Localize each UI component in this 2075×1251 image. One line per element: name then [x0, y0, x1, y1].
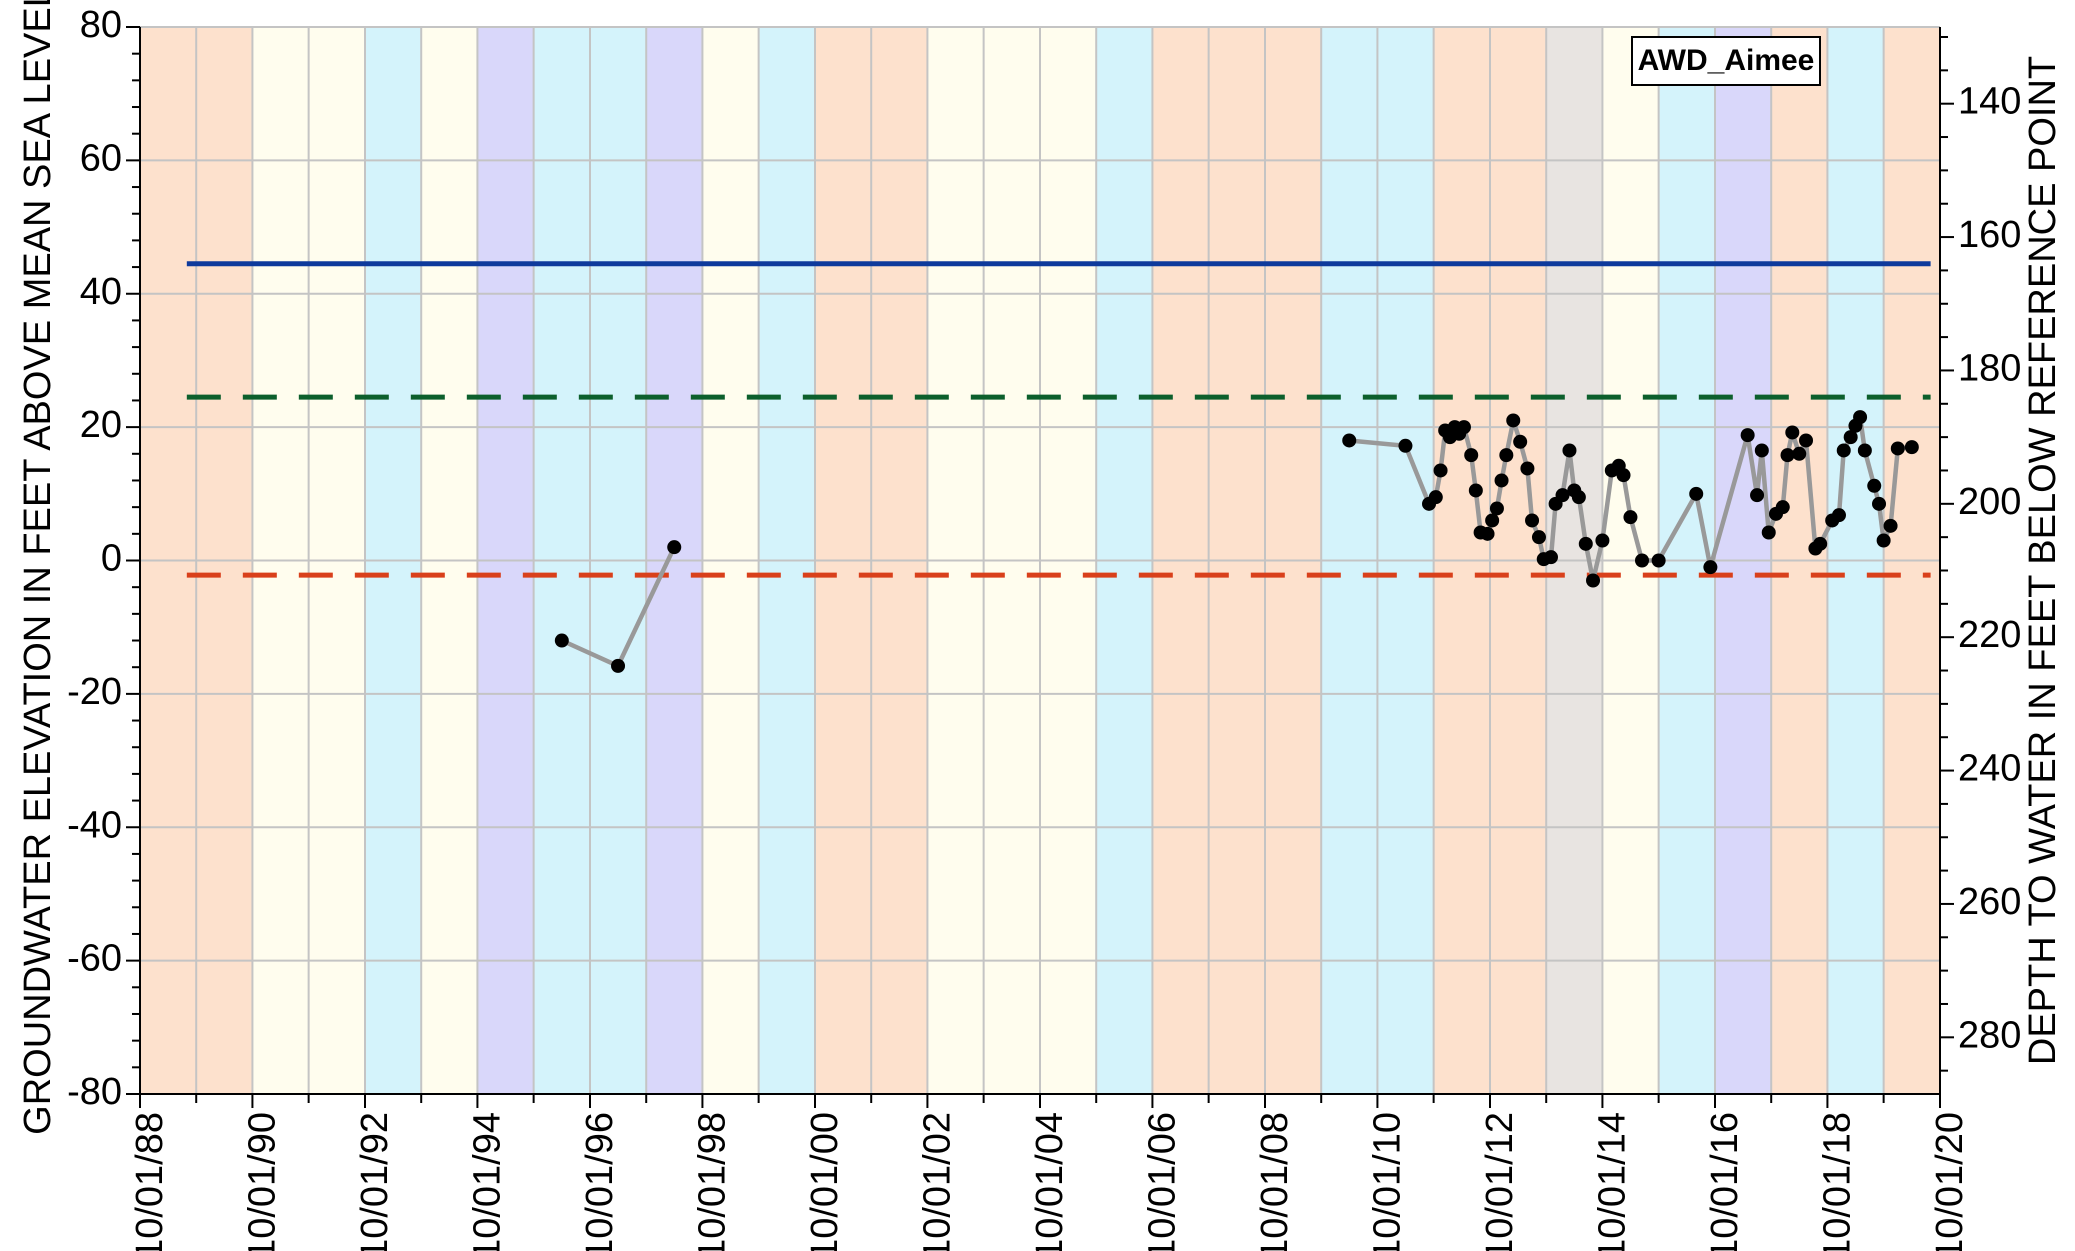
data-point	[1456, 420, 1471, 435]
reference-lines	[186, 261, 1931, 578]
data-point	[1586, 573, 1601, 588]
data-point	[1792, 446, 1807, 461]
data-point	[1780, 448, 1795, 463]
data-point	[1543, 550, 1558, 565]
data-point	[1525, 513, 1540, 528]
bottom-tick-label: 10/01/20	[1929, 1112, 1971, 1251]
data-point	[1890, 441, 1905, 456]
data-point	[1843, 430, 1858, 445]
data-point	[1464, 448, 1479, 463]
right-tick-label: 200	[1958, 481, 2021, 523]
bottom-tick-label: 10/01/96	[579, 1112, 621, 1251]
data-point	[1635, 553, 1650, 568]
data-point	[1468, 483, 1483, 498]
data-point	[1480, 526, 1495, 541]
axes	[126, 26, 1954, 1108]
data-point	[1489, 501, 1504, 516]
bottom-tick-label: 10/01/16	[1704, 1112, 1746, 1251]
left-tick-label: 40	[80, 271, 122, 313]
bottom-tick-label: 10/01/98	[691, 1112, 733, 1251]
water-level-series	[554, 410, 1919, 673]
bottom-tick-label: 10/01/94	[466, 1112, 508, 1251]
data-point	[667, 540, 682, 555]
data-point	[1342, 433, 1357, 448]
right-tick-label: 180	[1958, 347, 2021, 389]
bottom-tick-label: 10/01/88	[129, 1112, 171, 1251]
data-point	[1775, 500, 1790, 515]
data-point	[1562, 443, 1577, 458]
data-point	[1872, 496, 1887, 511]
bottom-tick-label: 10/01/04	[1029, 1112, 1071, 1251]
bottom-tick-label: 10/01/00	[804, 1112, 846, 1251]
data-point	[1555, 488, 1570, 503]
data-point	[1398, 438, 1413, 453]
right-tick-label: 160	[1958, 214, 2021, 256]
bottom-tick-label: 10/01/12	[1479, 1112, 1521, 1251]
bottom-tick-label: 10/01/90	[241, 1112, 283, 1251]
bottom-tick-label: 10/01/10	[1366, 1112, 1408, 1251]
data-point	[1813, 536, 1828, 551]
left-tick-label: 0	[101, 538, 122, 580]
data-point	[1623, 510, 1638, 525]
data-point	[611, 658, 626, 673]
right-tick-label: 260	[1958, 881, 2021, 923]
data-point	[1904, 440, 1919, 455]
bottom-tick-label: 10/01/92	[354, 1112, 396, 1251]
left-tick-label: 60	[80, 137, 122, 179]
data-point	[1595, 533, 1610, 548]
data-point	[1740, 428, 1755, 443]
data-point	[1799, 433, 1814, 448]
left-axis-title: GROUNDWATER ELEVATION IN FEET ABOVE MEAN…	[17, 0, 59, 1135]
right-axis-title: DEPTH TO WATER IN FEET BELOW REFERENCE P…	[2022, 56, 2064, 1065]
data-point	[1857, 443, 1872, 458]
data-point	[1506, 413, 1521, 428]
left-tick-label: -40	[67, 804, 122, 846]
legend-frame	[1631, 36, 1821, 86]
bottom-tick-label: 10/01/06	[1141, 1112, 1183, 1251]
data-point	[1485, 513, 1500, 528]
data-point	[1433, 463, 1448, 478]
data-point	[1499, 448, 1514, 463]
left-tick-label: 20	[80, 404, 122, 446]
left-tick-label: -80	[67, 1071, 122, 1113]
data-point	[1754, 443, 1769, 458]
right-tick-label: 240	[1958, 748, 2021, 790]
data-point	[1761, 525, 1776, 540]
data-point	[1689, 486, 1704, 501]
left-tick-label: -20	[67, 671, 122, 713]
data-point	[1513, 434, 1528, 449]
right-tick-label: 220	[1958, 614, 2021, 656]
data-point	[1876, 533, 1891, 548]
data-point	[1428, 490, 1443, 505]
left-tick-label: -60	[67, 938, 122, 980]
right-tick-label: 280	[1958, 1014, 2021, 1056]
data-point	[1531, 530, 1546, 545]
data-point	[1571, 490, 1586, 505]
data-point	[1651, 553, 1666, 568]
data-point	[1494, 473, 1509, 488]
data-point	[1616, 468, 1631, 483]
legend-box: AWD_Aimee	[1631, 36, 1821, 86]
legend-label: AWD_Aimee	[1638, 44, 1815, 77]
data-point	[1867, 478, 1882, 493]
data-point	[1578, 536, 1593, 551]
data-point	[1831, 508, 1846, 523]
data-point	[1750, 488, 1765, 503]
data-point	[1785, 425, 1800, 440]
data-point	[1836, 443, 1851, 458]
bottom-tick-label: 10/01/18	[1816, 1112, 1858, 1251]
right-tick-label: 140	[1958, 81, 2021, 123]
left-tick-label: 80	[80, 4, 122, 46]
tick-labels: 806040200-20-40-60-801401601802002202402…	[67, 4, 2021, 1251]
data-point	[1883, 518, 1898, 533]
bottom-tick-label: 10/01/02	[916, 1112, 958, 1251]
data-point	[1520, 461, 1535, 476]
bottom-tick-label: 10/01/14	[1591, 1112, 1633, 1251]
data-point	[1703, 560, 1718, 575]
data-point	[554, 633, 569, 648]
bottom-tick-label: 10/01/08	[1254, 1112, 1296, 1251]
data-point	[1853, 410, 1868, 425]
